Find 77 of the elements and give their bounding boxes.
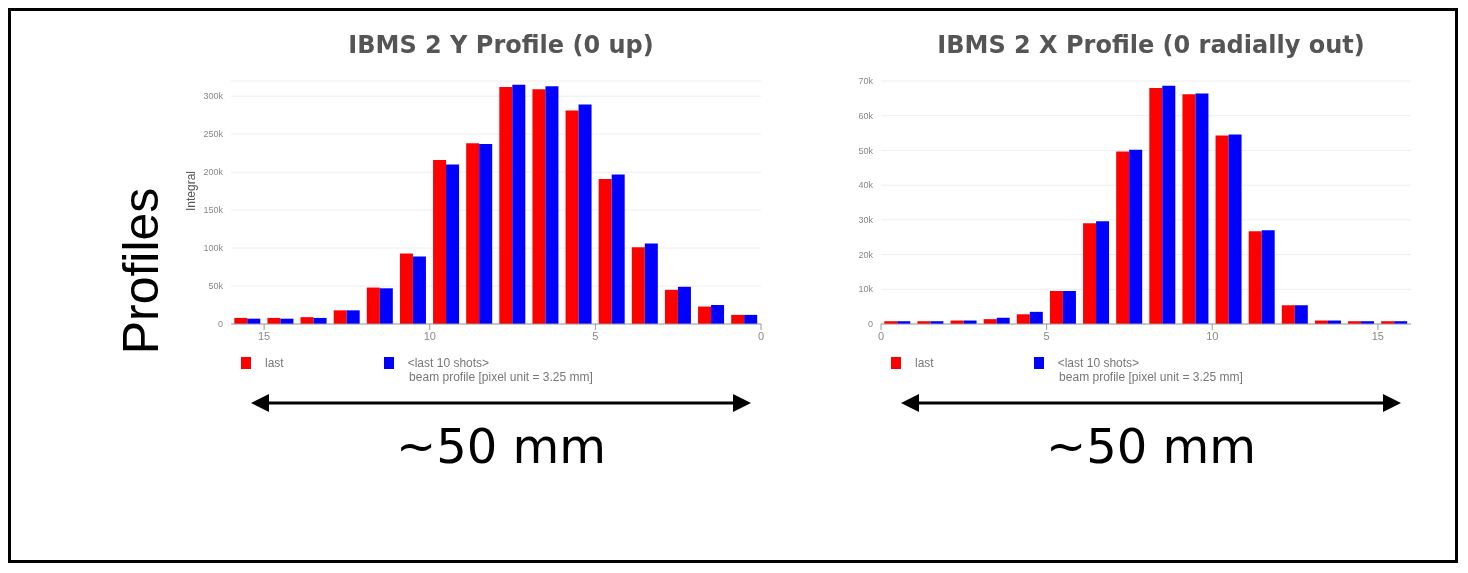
y-axis-title: Integral — [184, 170, 198, 212]
y-tick-label: 60k — [858, 110, 874, 121]
x-tick-label: 5 — [592, 329, 599, 342]
y-tick-label: 50k — [208, 281, 224, 292]
x-tick-label: 0 — [877, 329, 885, 342]
bar — [446, 164, 460, 324]
bar — [1261, 230, 1275, 324]
bar — [479, 144, 493, 324]
bar — [698, 306, 712, 324]
x-tick-label: 5 — [1043, 329, 1050, 342]
bar — [379, 288, 393, 324]
bar — [1083, 223, 1097, 324]
x-tick-label: 15 — [258, 329, 271, 342]
bar — [1215, 135, 1229, 324]
legend-label: last — [915, 356, 934, 370]
y-tick-label: 300k — [203, 91, 224, 102]
bar — [545, 86, 559, 324]
bar — [1062, 291, 1076, 324]
bar — [711, 305, 725, 324]
bar — [1228, 134, 1242, 324]
bar — [1129, 149, 1143, 324]
bar — [366, 287, 380, 324]
legend-label: last — [265, 356, 284, 370]
bar — [532, 89, 546, 324]
bar — [1281, 305, 1295, 324]
bar — [1294, 305, 1308, 324]
bar — [1248, 231, 1262, 324]
bar — [1162, 85, 1176, 324]
y-tick-label: 250k — [203, 129, 224, 140]
legend-label: <last 10 shots> — [407, 356, 490, 370]
chart-title: IBMS 2 Y Profile (0 up) — [347, 31, 655, 61]
x-tick-label: 10 — [423, 329, 436, 342]
bar — [677, 286, 691, 324]
bar — [499, 87, 513, 324]
y-tick-label: 10k — [858, 284, 874, 295]
bar — [1016, 314, 1030, 324]
bar — [333, 310, 347, 324]
bar — [1049, 291, 1063, 324]
bar — [578, 104, 592, 324]
text: Profiles — [112, 187, 170, 355]
bar — [565, 110, 579, 324]
bar — [399, 253, 413, 324]
bar — [1195, 93, 1209, 324]
text: ~50 mm — [394, 418, 608, 474]
y-tick-label: 200k — [203, 167, 224, 178]
y-tick-label: 20k — [858, 249, 874, 260]
y-tick-label: 50k — [858, 145, 874, 156]
bar — [611, 174, 625, 324]
x-axis-title: beam profile [pixel unit = 3.25 mm] — [1058, 370, 1244, 384]
text: ~50 mm — [1044, 418, 1258, 474]
bar — [1029, 311, 1043, 324]
bar — [1182, 94, 1196, 324]
y-tick-label: 0 — [867, 319, 873, 330]
legend-label: <last 10 shots> — [1057, 356, 1140, 370]
bar — [631, 247, 645, 324]
y-tick-label: 30k — [858, 215, 874, 226]
x-tick-label: 10 — [1206, 329, 1219, 342]
y-tick-label: 40k — [858, 180, 874, 191]
bar — [512, 84, 526, 324]
bar — [346, 310, 360, 324]
x-tick-label: 15 — [1371, 329, 1384, 342]
y-tick-label: 100k — [203, 243, 224, 254]
y-tick-label: 70k — [858, 76, 874, 87]
bar — [664, 289, 678, 324]
bar — [598, 178, 612, 324]
y-tick-label: 150k — [203, 205, 224, 216]
bar — [466, 143, 480, 324]
bar — [433, 159, 447, 324]
bar — [1116, 151, 1130, 324]
x-axis-title: beam profile [pixel unit = 3.25 mm] — [408, 370, 594, 384]
bar — [1149, 87, 1163, 324]
bar — [412, 256, 426, 324]
y-tick-label: 0 — [217, 319, 223, 330]
bar — [1096, 221, 1110, 324]
chart-title: IBMS 2 X Profile (0 radially out) — [936, 31, 1366, 61]
x-tick-label: 0 — [757, 329, 765, 342]
bar — [644, 243, 658, 324]
